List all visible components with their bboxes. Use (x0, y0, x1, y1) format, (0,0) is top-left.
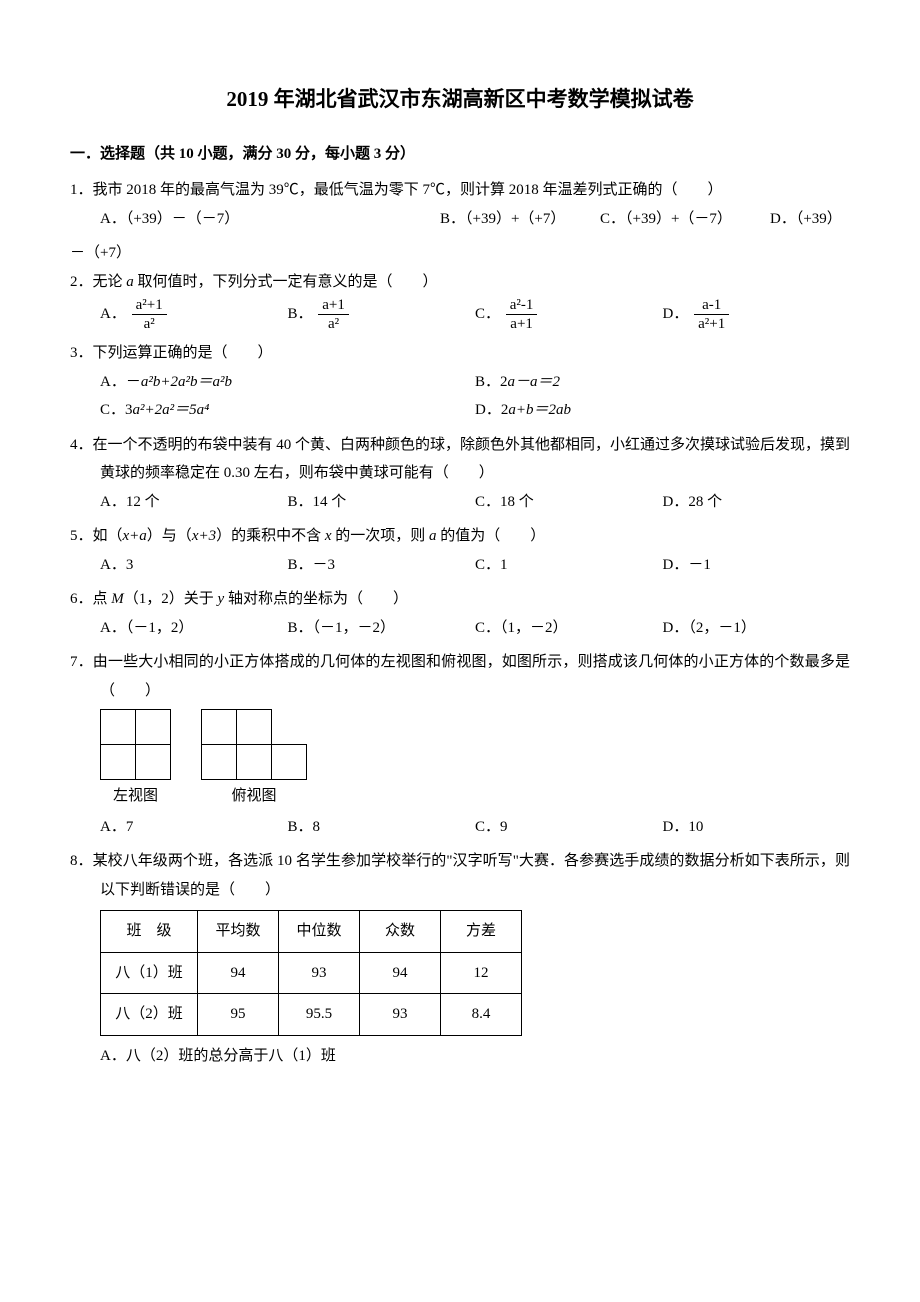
question-2: 2．无论 a 取何值时，下列分式一定有意义的是（ ） A． a²+1a² B． … (70, 268, 850, 334)
choice-d: D．28 个 (663, 488, 851, 517)
choice-b: B．2a－a＝2 (475, 368, 850, 397)
fraction: a²+1a² (132, 296, 167, 333)
choice-row: A．－a²b+2a²b＝a²b B．2a－a＝2 (70, 368, 850, 397)
question-7: 7．由一些大小相同的小正方体搭成的几何体的左视图和俯视图，如图所示，则搭成该几何… (70, 648, 850, 841)
table-cell: 93 (360, 994, 441, 1036)
question-6: 6．点 M（1，2）关于 y 轴对称点的坐标为（ ） A．（－1，2） B．（－… (70, 585, 850, 642)
choice-b: B．8 (288, 813, 476, 842)
views-diagram: 左视图 俯视图 (70, 709, 850, 811)
choice-row: A．（－1，2） B．（－1，－2） C．（1，－2） D．（2，－1） (70, 614, 850, 643)
choice-row: A．7 B．8 C．9 D．10 (70, 813, 850, 842)
choice-d: D．2a+b＝2ab (475, 396, 850, 425)
section-heading: 一．选择题（共 10 小题，满分 30 分，每小题 3 分） (70, 140, 850, 169)
choice-d: D．（2，－1） (663, 614, 851, 643)
table-header: 众数 (360, 911, 441, 953)
choice-row: A．12 个 B．14 个 C．18 个 D．28 个 (70, 488, 850, 517)
table-cell: 94 (198, 952, 279, 994)
choice-d: D．10 (663, 813, 851, 842)
choice-a: A．八（2）班的总分高于八（1）班 (70, 1042, 850, 1071)
left-view-label: 左视图 (100, 782, 171, 811)
table-header: 班 级 (101, 911, 198, 953)
choice-b: B．（－1，－2） (288, 614, 476, 643)
choice-d: D．（+39） (770, 205, 842, 234)
table-header: 方差 (441, 911, 522, 953)
page-title: 2019 年湖北省武汉市东湖高新区中考数学模拟试卷 (70, 80, 850, 120)
question-text: 7．由一些大小相同的小正方体搭成的几何体的左视图和俯视图，如图所示，则搭成该几何… (70, 648, 850, 705)
choice-b: B．14 个 (288, 488, 476, 517)
table-cell: 95.5 (279, 994, 360, 1036)
fraction: a-1a²+1 (694, 296, 729, 333)
choice-c: C．9 (475, 813, 663, 842)
question-8: 8．某校八年级两个班，各选派 10 名学生参加学校举行的"汉字听写"大赛．各参赛… (70, 847, 850, 1070)
question-text: 1．我市 2018 年的最高气温为 39℃，最低气温为零下 7℃，则计算 201… (70, 176, 850, 205)
choice-a: A．（－1，2） (100, 614, 288, 643)
choice-a: A．12 个 (100, 488, 288, 517)
choice-c: C．（+39）+（－7） (600, 205, 770, 234)
choice-b: B．－3 (288, 551, 476, 580)
fraction: a²-1a+1 (506, 296, 538, 333)
question-text: 6．点 M（1，2）关于 y 轴对称点的坐标为（ ） (70, 585, 850, 614)
table-cell: 93 (279, 952, 360, 994)
table-cell: 八（1）班 (101, 952, 198, 994)
table-cell: 8.4 (441, 994, 522, 1036)
choice-row: C．3a²+2a²＝5a⁴ D．2a+b＝2ab (70, 396, 850, 425)
q1-continuation: －（+7） (70, 239, 850, 268)
table-row: 八（1）班94939412 (101, 952, 522, 994)
choice-d: D．－1 (663, 551, 851, 580)
choice-c: C．（1，－2） (475, 614, 663, 643)
choice-row: A．3 B．－3 C．1 D．－1 (70, 551, 850, 580)
choice-c: C．1 (475, 551, 663, 580)
choice-d: D． a-1a²+1 (663, 296, 851, 333)
question-5: 5．如（x+a）与（x+3）的乘积中不含 x 的一次项，则 a 的值为（ ） A… (70, 522, 850, 579)
question-text: 2．无论 a 取何值时，下列分式一定有意义的是（ ） (70, 268, 850, 297)
table-header: 中位数 (279, 911, 360, 953)
left-view-grid (100, 709, 171, 780)
top-view-grid (201, 709, 307, 780)
choice-c: C． a²-1a+1 (475, 296, 663, 333)
choice-a: A．－a²b+2a²b＝a²b (100, 368, 475, 397)
table-header: 平均数 (198, 911, 279, 953)
left-view: 左视图 (100, 709, 171, 811)
choice-c: C．18 个 (475, 488, 663, 517)
question-4: 4．在一个不透明的布袋中装有 40 个黄、白两种颜色的球，除颜色外其他都相同，小… (70, 431, 850, 517)
choice-c: C．3a²+2a²＝5a⁴ (100, 396, 475, 425)
choice-b: B．（+39）+（+7） (440, 205, 600, 234)
table-cell: 12 (441, 952, 522, 994)
fraction: a+1a² (318, 296, 349, 333)
choice-b: B． a+1a² (288, 296, 476, 333)
choice-row: A．（+39）－（－7） B．（+39）+（+7） C．（+39）+（－7） D… (70, 205, 850, 234)
choice-a: A．7 (100, 813, 288, 842)
table-cell: 94 (360, 952, 441, 994)
question-text: 3．下列运算正确的是（ ） (70, 339, 850, 368)
question-text: 5．如（x+a）与（x+3）的乘积中不含 x 的一次项，则 a 的值为（ ） (70, 522, 850, 551)
choice-a: A．（+39）－（－7） (100, 205, 440, 234)
table-row: 八（2）班9595.5938.4 (101, 994, 522, 1036)
question-1: 1．我市 2018 年的最高气温为 39℃，最低气温为零下 7℃，则计算 201… (70, 176, 850, 233)
table-cell: 95 (198, 994, 279, 1036)
table-cell: 八（2）班 (101, 994, 198, 1036)
top-view: 俯视图 (201, 709, 307, 811)
choice-a: A． a²+1a² (100, 296, 288, 333)
choice-a: A．3 (100, 551, 288, 580)
question-text: 8．某校八年级两个班，各选派 10 名学生参加学校举行的"汉字听写"大赛．各参赛… (70, 847, 850, 904)
question-3: 3．下列运算正确的是（ ） A．－a²b+2a²b＝a²b B．2a－a＝2 C… (70, 339, 850, 425)
question-text: 4．在一个不透明的布袋中装有 40 个黄、白两种颜色的球，除颜色外其他都相同，小… (70, 431, 850, 488)
choice-row: A． a²+1a² B． a+1a² C． a²-1a+1 D． a-1a²+1 (70, 296, 850, 333)
top-view-label: 俯视图 (201, 782, 307, 811)
data-table: 班 级平均数中位数众数方差八（1）班94939412八（2）班9595.5938… (100, 910, 522, 1036)
